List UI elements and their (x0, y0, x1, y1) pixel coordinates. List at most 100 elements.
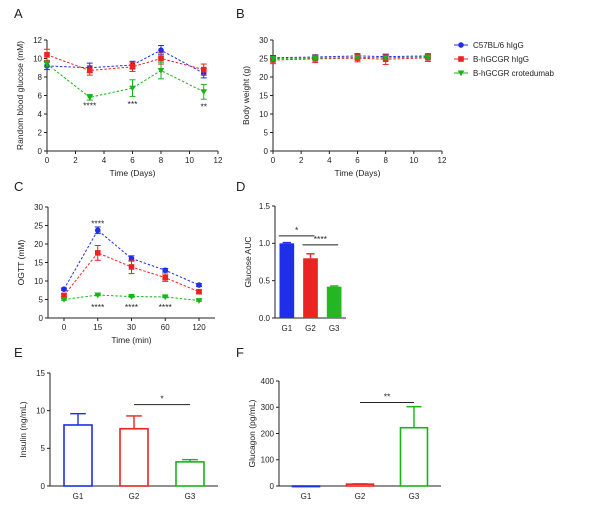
data-point (128, 294, 135, 300)
significance-label: **** (159, 302, 173, 312)
y-tick-label: 100 (261, 456, 275, 465)
x-tick-label: 4 (102, 156, 107, 165)
y-tick-label: 10 (36, 406, 45, 415)
bar (399, 426, 429, 487)
y-tick-label: 0 (41, 482, 46, 491)
series-line (272, 57, 428, 61)
data-point (158, 55, 164, 62)
x-tick-label: 0 (45, 156, 50, 165)
series-line (272, 56, 428, 59)
y-tick-label: 400 (261, 377, 275, 386)
significance-label: * (160, 394, 164, 404)
data-point (196, 282, 202, 288)
x-tick-label: G1 (281, 324, 292, 333)
panel-C: C 0 5 10 15 20 25 30 0 15 30 60 120 OGTT (mM) Time (mi… (14, 179, 215, 345)
x-tick-label: G2 (305, 324, 316, 333)
data-point (94, 250, 101, 256)
data-point (382, 55, 389, 62)
series-1 (270, 53, 431, 61)
data-point (424, 54, 432, 61)
series-3 (43, 60, 208, 101)
y-tick-label: 200 (261, 429, 275, 438)
panel-E: E 0 5 10 15 Insulin (ng/mL) G1 G2 G3 * (14, 345, 218, 501)
x-tick-label: 8 (383, 156, 388, 165)
y-tick-label: 5 (41, 444, 46, 453)
y-tick-label: 8 (38, 73, 43, 82)
y-tick-label: 1.5 (259, 202, 271, 211)
y-tick-label: 1.0 (259, 239, 271, 248)
x-tick-label: 6 (130, 156, 135, 165)
legend-marker (458, 42, 464, 48)
data-point (269, 56, 277, 62)
data-point (196, 288, 202, 295)
y-tick-label: 15 (34, 258, 43, 267)
data-point (86, 67, 93, 74)
significance-label: **** (125, 302, 139, 312)
data-point (94, 227, 101, 234)
x-tick-label: 6 (355, 156, 360, 165)
y-tick-label: 25 (34, 221, 43, 230)
data-point (161, 294, 169, 301)
x-tick-label: 0 (271, 156, 276, 165)
x-tick-label: 30 (127, 323, 136, 332)
y-axis-label: Glucose AUC (243, 236, 253, 287)
x-tick-label: 120 (192, 323, 206, 332)
series-1 (44, 45, 207, 79)
data-point (162, 274, 169, 281)
data-point (129, 85, 136, 92)
significance-label: **** (314, 234, 328, 244)
x-axis-label: Time (min) (111, 335, 151, 345)
data-point (44, 52, 50, 58)
data-point (158, 47, 164, 53)
significance-label: ** (384, 392, 391, 402)
data-point (162, 267, 169, 274)
panel-letter: A (14, 6, 23, 21)
x-tick-label: 10 (409, 156, 418, 165)
y-tick-label: 20 (259, 73, 268, 82)
x-tick-label: G2 (129, 492, 140, 501)
legend-label: B-hGCGR crotedumab (473, 69, 554, 78)
legend-label: C57BL/6 hIgG (473, 41, 524, 50)
data-point (157, 68, 165, 74)
y-tick-label: 0.5 (259, 276, 271, 285)
y-tick-label: 20 (34, 240, 43, 249)
significance-label: ** (200, 102, 207, 112)
series-line (46, 54, 204, 72)
data-point (195, 298, 203, 304)
y-tick-label: 5 (39, 295, 44, 304)
y-axis-label: Random blood glucose (mM) (15, 41, 25, 150)
data-point (129, 64, 136, 70)
panel-B: B 0 5 10 15 20 25 30 0 2 4 6 8 10 12 Body weight (g) Tim… (236, 6, 554, 178)
series-3 (60, 292, 203, 304)
data-point (61, 292, 67, 299)
y-tick-label: 0.0 (259, 314, 271, 323)
x-tick-label: G3 (409, 492, 420, 501)
significance-label: **** (83, 101, 97, 111)
x-tick-label: G3 (329, 324, 340, 333)
x-tick-label: G1 (301, 492, 312, 501)
y-tick-label: 0 (38, 147, 43, 156)
bar (303, 258, 318, 318)
bar (291, 485, 321, 488)
data-point (86, 94, 94, 101)
legend-marker (458, 56, 464, 62)
x-tick-label: G2 (355, 492, 366, 501)
data-point (43, 61, 51, 68)
x-tick-label: 0 (62, 323, 67, 332)
series-line (46, 49, 204, 74)
data-point (128, 264, 135, 270)
data-point (200, 89, 208, 96)
x-tick-label: 2 (73, 156, 78, 165)
y-tick-label: 0 (270, 482, 275, 491)
series-2 (61, 244, 202, 299)
x-axis-label: Time (Days) (110, 168, 156, 178)
y-tick-label: 0 (264, 147, 269, 156)
bar (279, 243, 295, 318)
panel-letter: D (236, 179, 245, 194)
significance-label: * (295, 225, 299, 235)
bar (175, 461, 205, 487)
y-tick-label: 12 (33, 36, 42, 45)
significance-label: *** (128, 99, 139, 109)
y-tick-label: 6 (38, 91, 43, 100)
